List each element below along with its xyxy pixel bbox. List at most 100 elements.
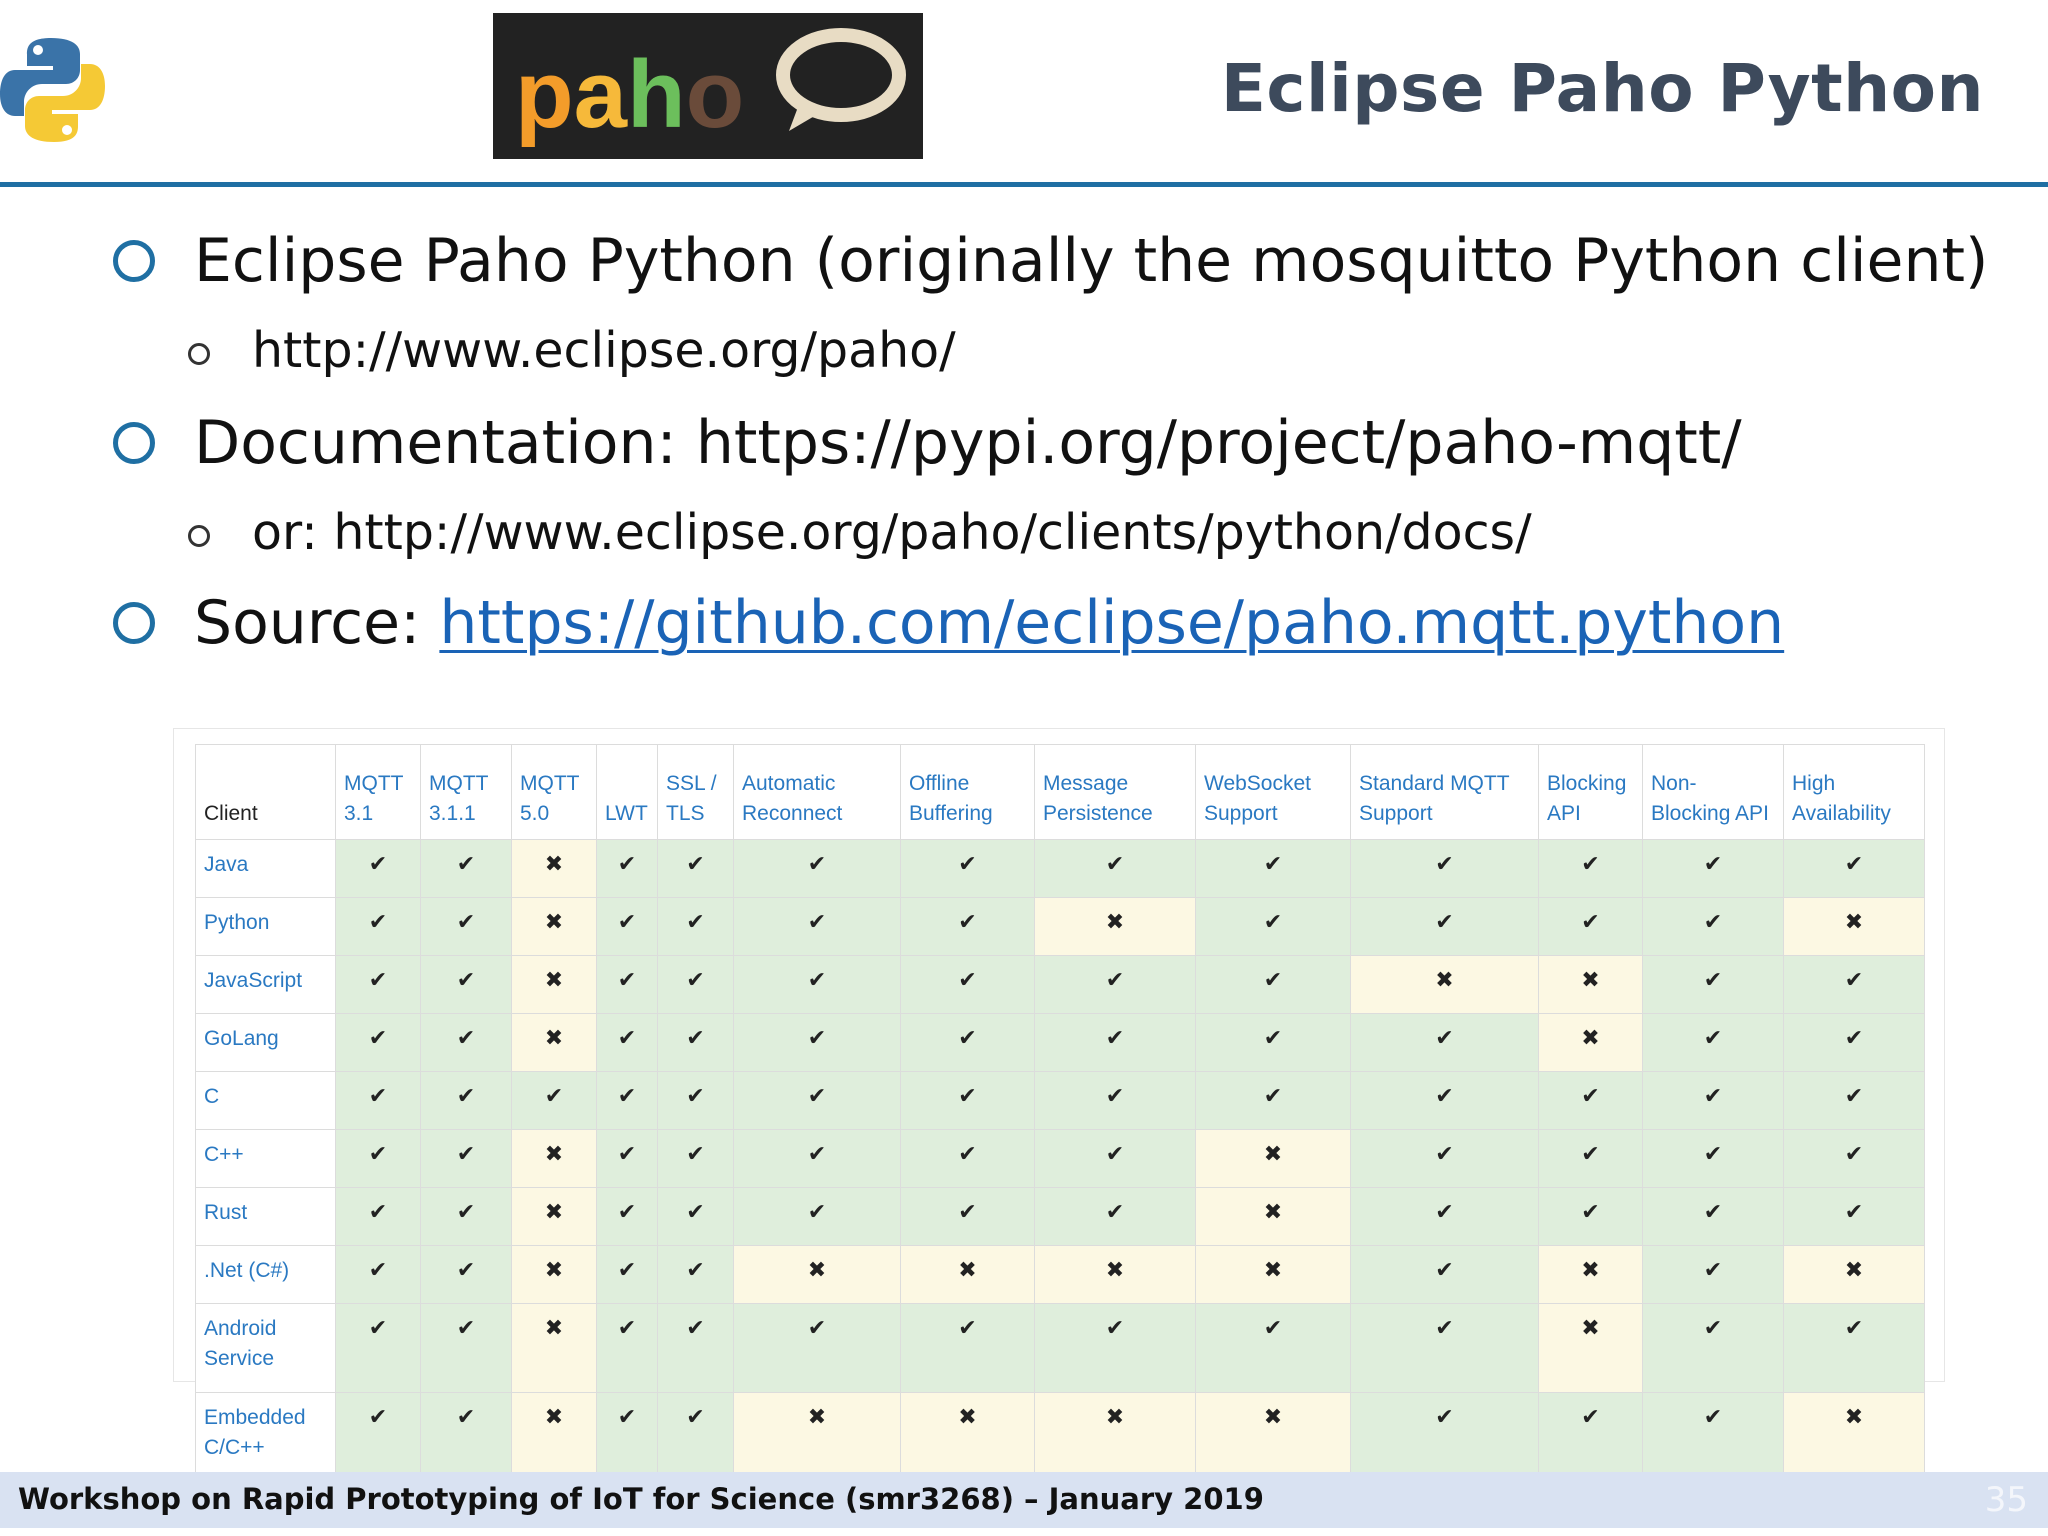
column-header-line1: WebSocket bbox=[1204, 772, 1311, 795]
supported-cell: ✔ bbox=[1538, 897, 1643, 956]
check-icon: ✔ bbox=[1263, 1083, 1283, 1108]
check-icon: ✔ bbox=[686, 967, 705, 992]
svg-text:paho: paho bbox=[515, 41, 744, 148]
check-icon: ✔ bbox=[368, 851, 388, 876]
table-row: .Net (C#) ✔ ✔ ✖ ✔ ✔ ✖ ✖ ✖ ✖ ✔ ✖ ✔ ✖ bbox=[195, 1245, 1925, 1304]
check-icon: ✔ bbox=[686, 1083, 705, 1108]
check-icon: ✔ bbox=[1263, 851, 1283, 876]
column-header: High Availability bbox=[1783, 744, 1925, 840]
check-icon: ✔ bbox=[1263, 1315, 1283, 1340]
supported-cell: ✔ bbox=[1642, 1071, 1784, 1130]
circle-bullet-icon bbox=[113, 602, 155, 644]
unsupported-cell: ✖ bbox=[1195, 1187, 1351, 1246]
unsupported-cell: ✖ bbox=[511, 1129, 597, 1188]
supported-cell: ✔ bbox=[1034, 1013, 1196, 1072]
check-icon: ✔ bbox=[807, 909, 827, 934]
supported-cell: ✔ bbox=[1642, 1187, 1784, 1246]
check-icon: ✔ bbox=[807, 1315, 827, 1340]
client-name-cell[interactable]: Rust bbox=[195, 1187, 336, 1246]
supported-cell: ✔ bbox=[1195, 1071, 1351, 1130]
column-header: Offline Buffering bbox=[900, 744, 1035, 840]
supported-cell: ✔ bbox=[657, 1071, 734, 1130]
cross-icon: ✖ bbox=[1581, 967, 1600, 992]
circle-bullet-icon bbox=[113, 422, 155, 464]
client-name-cell[interactable]: C bbox=[195, 1071, 336, 1130]
cross-icon: ✖ bbox=[544, 851, 564, 876]
column-header: Non- Blocking API bbox=[1642, 744, 1784, 840]
check-icon: ✔ bbox=[958, 1315, 977, 1340]
table-row: Rust ✔ ✔ ✖ ✔ ✔ ✔ ✔ ✔ ✖ ✔ ✔ ✔ ✔ bbox=[195, 1187, 1925, 1246]
check-icon: ✔ bbox=[1844, 1315, 1864, 1340]
supported-cell: ✔ bbox=[657, 955, 734, 1014]
client-name-cell[interactable]: Android Service bbox=[195, 1303, 336, 1393]
column-header-line1: High bbox=[1792, 772, 1836, 795]
supported-cell: ✔ bbox=[596, 955, 658, 1014]
check-icon: ✔ bbox=[617, 1315, 637, 1340]
bullet-item: Eclipse Paho Python (originally the mosq… bbox=[113, 226, 1988, 296]
table-header-row: Client MQTT 3.1 MQTT 3.1.1 MQTT 5.0 LWT SSL / TLS… bbox=[195, 744, 1925, 840]
unsupported-cell: ✖ bbox=[733, 1245, 901, 1304]
supported-cell: ✔ bbox=[335, 1129, 421, 1188]
supported-cell: ✔ bbox=[335, 839, 421, 898]
unsupported-cell: ✖ bbox=[1783, 1245, 1925, 1304]
client-name-cell[interactable]: Python bbox=[195, 897, 336, 956]
column-header: SSL / TLS bbox=[657, 744, 734, 840]
column-header-line2: Support bbox=[1204, 802, 1278, 825]
sub-bullet-text: or: http://www.eclipse.org/paho/clients/… bbox=[252, 503, 1532, 561]
unsupported-cell: ✖ bbox=[1034, 1245, 1196, 1304]
supported-cell: ✔ bbox=[733, 955, 901, 1014]
check-icon: ✔ bbox=[686, 851, 705, 876]
check-icon: ✔ bbox=[456, 967, 476, 992]
check-icon: ✔ bbox=[1105, 1199, 1125, 1224]
column-header-line2: Persistence bbox=[1043, 802, 1153, 825]
table-row: Embedded C/C++ ✔ ✔ ✖ ✔ ✔ ✖ ✖ ✖ ✖ ✔ ✔ ✔ ✖ bbox=[195, 1392, 1925, 1482]
source-link[interactable]: https://github.com/eclipse/paho.mqtt.pyt… bbox=[439, 588, 1785, 658]
supported-cell: ✔ bbox=[657, 1013, 734, 1072]
check-icon: ✔ bbox=[1844, 1141, 1864, 1166]
column-header: Blocking API bbox=[1538, 744, 1643, 840]
client-name-cell[interactable]: JavaScript bbox=[195, 955, 336, 1014]
cross-icon: ✖ bbox=[544, 909, 564, 934]
check-icon: ✔ bbox=[1581, 1141, 1600, 1166]
page-number: 35 bbox=[1984, 1480, 2028, 1520]
supported-cell: ✔ bbox=[335, 1187, 421, 1246]
check-icon: ✔ bbox=[958, 1199, 977, 1224]
supported-cell: ✔ bbox=[900, 1187, 1035, 1246]
supported-cell: ✔ bbox=[420, 897, 512, 956]
cross-icon: ✖ bbox=[1581, 1025, 1600, 1050]
client-name-cell[interactable]: Embedded C/C++ bbox=[195, 1392, 336, 1482]
client-name-cell[interactable]: C++ bbox=[195, 1129, 336, 1188]
supported-cell: ✔ bbox=[596, 1071, 658, 1130]
unsupported-cell: ✖ bbox=[1538, 1245, 1643, 1304]
client-feature-table: Client MQTT 3.1 MQTT 3.1.1 MQTT 5.0 LWT SSL / TLS… bbox=[195, 744, 1925, 1482]
check-icon: ✔ bbox=[686, 1404, 705, 1429]
supported-cell: ✔ bbox=[657, 1303, 734, 1393]
supported-cell: ✔ bbox=[420, 1013, 512, 1072]
check-icon: ✔ bbox=[1435, 1025, 1454, 1050]
check-icon: ✔ bbox=[807, 967, 827, 992]
check-icon: ✔ bbox=[1581, 1083, 1600, 1108]
slide-title: Eclipse Paho Python bbox=[1220, 50, 1984, 127]
supported-cell: ✔ bbox=[733, 1303, 901, 1393]
supported-cell: ✔ bbox=[657, 839, 734, 898]
check-icon: ✔ bbox=[807, 1141, 827, 1166]
supported-cell: ✔ bbox=[900, 955, 1035, 1014]
check-icon: ✔ bbox=[1703, 1315, 1723, 1340]
column-header-line1: MQTT bbox=[344, 772, 404, 795]
unsupported-cell: ✖ bbox=[511, 1245, 597, 1304]
cross-icon: ✖ bbox=[1263, 1257, 1283, 1282]
cross-icon: ✖ bbox=[958, 1257, 977, 1282]
check-icon: ✔ bbox=[617, 1199, 637, 1224]
check-icon: ✔ bbox=[368, 1315, 388, 1340]
supported-cell: ✔ bbox=[733, 1187, 901, 1246]
supported-cell: ✔ bbox=[1642, 1303, 1784, 1393]
supported-cell: ✔ bbox=[335, 1071, 421, 1130]
client-name-cell[interactable]: .Net (C#) bbox=[195, 1245, 336, 1304]
supported-cell: ✔ bbox=[1642, 1129, 1784, 1188]
client-name-cell[interactable]: Java bbox=[195, 839, 336, 898]
client-name-cell[interactable]: GoLang bbox=[195, 1013, 336, 1072]
bullet-text: Documentation: https://pypi.org/project/… bbox=[194, 408, 1742, 478]
check-icon: ✔ bbox=[686, 1141, 705, 1166]
check-icon: ✔ bbox=[1703, 1404, 1723, 1429]
check-icon: ✔ bbox=[1105, 1141, 1125, 1166]
